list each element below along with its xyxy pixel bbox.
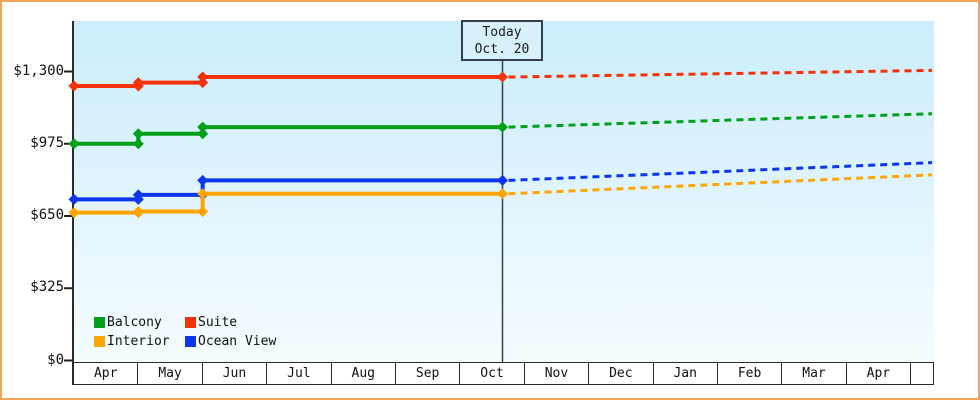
series-suite-line [74, 75, 503, 88]
legend-label: Balcony [107, 315, 162, 330]
legend-label: Interior [107, 334, 170, 349]
legend: Balcony Suite Interior Ocean View [94, 315, 277, 349]
month-cell-may: May [138, 363, 203, 384]
month-cell-sep: Sep [396, 363, 461, 384]
y-tick-label: $975 [30, 134, 64, 151]
series-interior-projection [508, 173, 933, 196]
series-suite-projection [508, 68, 933, 79]
series-interior-line [74, 191, 503, 215]
series-ocean-view-marker [132, 189, 144, 201]
month-cell-mar: Mar [782, 363, 847, 384]
y-tick-label: $0 [47, 351, 64, 368]
month-cell-jul: Jul [267, 363, 332, 384]
series-interior-marker [497, 188, 508, 200]
series-balcony-marker [132, 128, 144, 140]
month-cell-oct: Oct [460, 363, 525, 384]
series-suite-marker [68, 80, 80, 92]
legend-swatch-icon [185, 317, 196, 328]
series-balcony-projection [508, 112, 933, 129]
today-annotation-box: Today Oct. 20 [461, 20, 543, 61]
month-cell-empty [911, 363, 933, 384]
month-cell-apr: Apr [74, 363, 139, 384]
month-cell-aug: Aug [332, 363, 396, 384]
series-suite-marker [497, 71, 508, 83]
legend-swatch-icon [94, 336, 105, 347]
legend-item-suite: Suite [185, 315, 276, 330]
series-interior-marker [197, 206, 209, 218]
series-ocean-view-marker [68, 193, 80, 205]
legend-swatch-icon [185, 336, 196, 347]
series-balcony-line [74, 125, 503, 146]
series-interior-marker [68, 207, 80, 219]
legend-item-balcony: Balcony [94, 315, 185, 330]
series-suite-marker [132, 77, 144, 89]
series-balcony-marker [497, 121, 508, 133]
series-balcony-marker [68, 138, 80, 150]
series-ocean-view-marker [197, 174, 209, 186]
series-ocean-view-marker [497, 174, 508, 186]
legend-swatch-icon [94, 317, 105, 328]
month-cell-jun: Jun [203, 363, 268, 384]
legend-item-interior: Interior [94, 334, 185, 349]
month-cell-apr: Apr [847, 363, 912, 384]
series-balcony-marker [197, 121, 209, 133]
y-tick-label: $325 [30, 279, 64, 296]
month-cell-feb: Feb [718, 363, 783, 384]
legend-item-ocean-view: Ocean View [185, 334, 277, 349]
y-tick-label: $1,300 [13, 62, 64, 79]
legend-label: Suite [198, 315, 238, 330]
series-ocean-view-line [74, 178, 503, 202]
month-cell-dec: Dec [589, 363, 654, 384]
y-tick-label: $650 [30, 207, 64, 223]
x-axis-month-labels: Apr May Jun Jul Aug Sep Oct Nov Dec Jan Feb Mar Apr [73, 362, 934, 385]
legend-label: Ocean View [198, 334, 277, 349]
today-date-label: Oct. 20 [474, 42, 530, 57]
month-cell-jan: Jan [654, 363, 718, 384]
series-suite-marker [197, 71, 209, 83]
series-interior-marker [197, 188, 209, 200]
series-interior-marker [132, 206, 144, 218]
series-suite-marker [197, 77, 209, 89]
series-balcony-marker [197, 128, 209, 140]
month-cell-nov: Nov [525, 363, 590, 384]
today-label: Today [482, 25, 522, 40]
series-balcony-marker [132, 138, 144, 150]
series-ocean-view-projection [508, 161, 933, 182]
